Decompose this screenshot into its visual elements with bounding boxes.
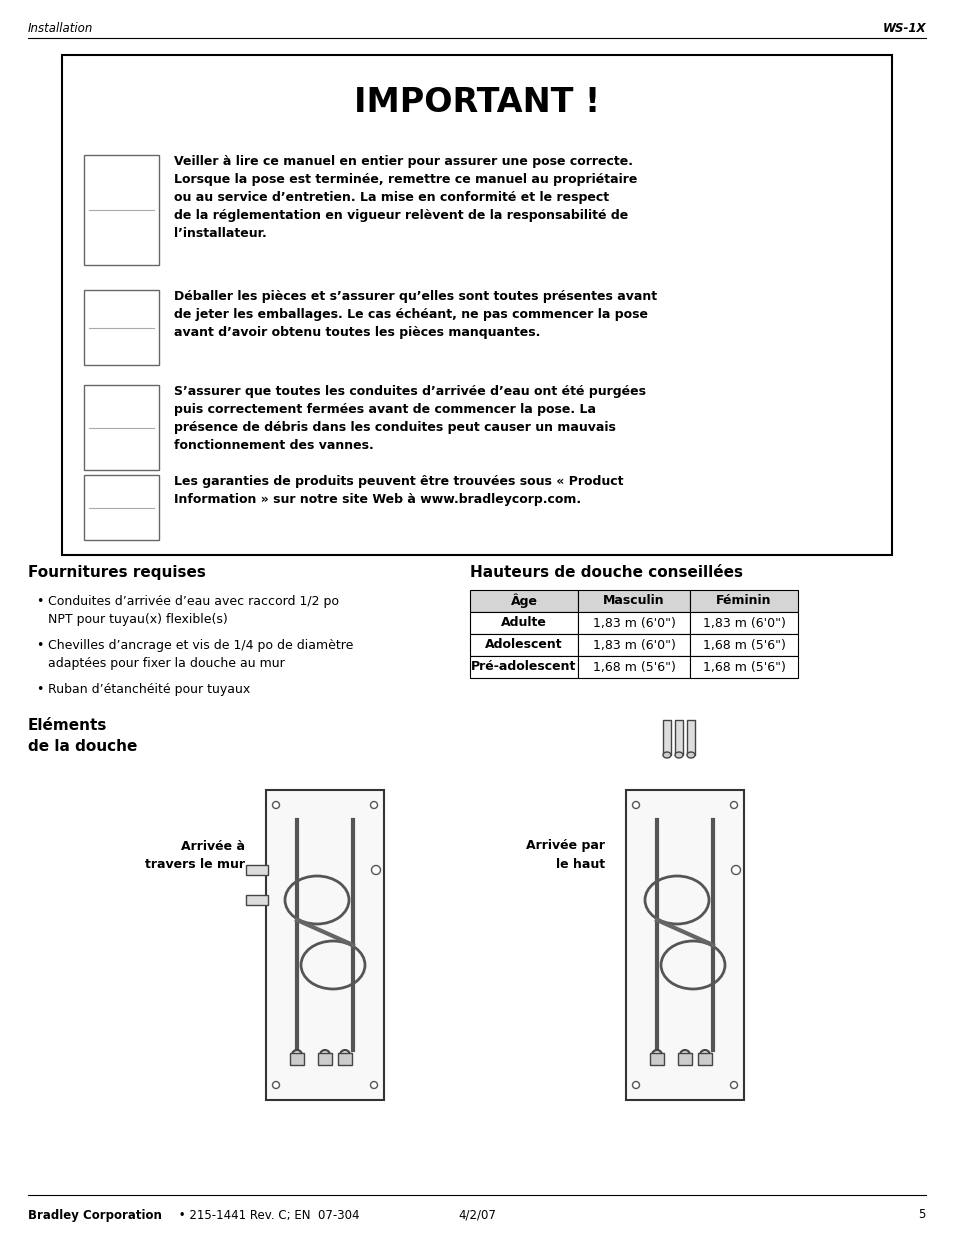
Bar [266, 790, 384, 1100]
Text: 5: 5 [918, 1209, 925, 1221]
Bar [662, 720, 670, 755]
Text: Installation: Installation [28, 21, 93, 35]
Text: 1,68 m (5'6"): 1,68 m (5'6") [701, 661, 784, 673]
Bar [649, 1053, 663, 1065]
Bar [84, 290, 159, 366]
Ellipse shape [632, 802, 639, 809]
Text: 1,83 m (6'0"): 1,83 m (6'0") [701, 616, 784, 630]
Ellipse shape [700, 1050, 709, 1060]
Ellipse shape [319, 1050, 330, 1060]
Text: S’assurer que toutes les conduites d’arrivée d’eau ont été purgées
puis correcte: S’assurer que toutes les conduites d’arr… [173, 385, 645, 452]
Ellipse shape [730, 802, 737, 809]
Text: WS-1X: WS-1X [882, 21, 925, 35]
Ellipse shape [370, 802, 377, 809]
Bar [675, 720, 682, 755]
Ellipse shape [731, 866, 740, 874]
Bar [625, 790, 743, 1100]
Bar [84, 156, 159, 266]
Bar [470, 613, 578, 634]
Text: Masculin: Masculin [602, 594, 664, 608]
Text: Adulte: Adulte [500, 616, 546, 630]
Text: 1,68 m (5'6"): 1,68 m (5'6") [701, 638, 784, 652]
Ellipse shape [632, 1082, 639, 1088]
Bar [578, 656, 689, 678]
Ellipse shape [679, 1050, 689, 1060]
Text: •: • [36, 638, 43, 652]
Text: Eléments
de la douche: Eléments de la douche [28, 718, 137, 755]
Text: Arrivée à
travers le mur: Arrivée à travers le mur [145, 840, 245, 871]
Text: • 215-1441 Rev. C; EN  07-304: • 215-1441 Rev. C; EN 07-304 [174, 1209, 359, 1221]
Text: Déballer les pièces et s’assurer qu’elles sont toutes présentes avant
de jeter l: Déballer les pièces et s’assurer qu’elle… [173, 290, 657, 338]
Bar [689, 613, 797, 634]
Bar [578, 590, 689, 613]
Ellipse shape [292, 1050, 302, 1060]
Ellipse shape [339, 1050, 350, 1060]
Text: Les garanties de produits peuvent être trouvées sous « Product
Information » sur: Les garanties de produits peuvent être t… [173, 475, 623, 506]
Bar [246, 895, 268, 905]
Text: Fournitures requises: Fournitures requises [28, 564, 206, 580]
Text: Âge: Âge [510, 594, 537, 609]
Bar [84, 475, 159, 540]
Bar [246, 864, 268, 876]
Text: 1,68 m (5'6"): 1,68 m (5'6") [592, 661, 675, 673]
Text: •: • [36, 683, 43, 697]
Ellipse shape [273, 802, 279, 809]
Bar [698, 1053, 711, 1065]
Text: Conduites d’arrivée d’eau avec raccord 1/2 po
NPT pour tuyau(x) flexible(s): Conduites d’arrivée d’eau avec raccord 1… [48, 595, 338, 626]
Bar [470, 634, 578, 656]
Ellipse shape [651, 1050, 661, 1060]
Bar [470, 590, 578, 613]
Text: 4/2/07: 4/2/07 [457, 1209, 496, 1221]
Ellipse shape [662, 752, 670, 758]
Text: Bradley Corporation: Bradley Corporation [28, 1209, 162, 1221]
Bar [337, 1053, 352, 1065]
Ellipse shape [273, 1082, 279, 1088]
Bar [689, 590, 797, 613]
Bar [62, 56, 891, 555]
Text: 1,83 m (6'0"): 1,83 m (6'0") [592, 638, 675, 652]
Text: 1,83 m (6'0"): 1,83 m (6'0") [592, 616, 675, 630]
Bar [578, 613, 689, 634]
Ellipse shape [730, 1082, 737, 1088]
Text: Adolescent: Adolescent [485, 638, 562, 652]
Text: Pré-adolescent: Pré-adolescent [471, 661, 576, 673]
Ellipse shape [675, 752, 682, 758]
Text: •: • [36, 595, 43, 608]
Text: IMPORTANT !: IMPORTANT ! [354, 86, 599, 120]
Bar [578, 634, 689, 656]
Text: Hauteurs de douche conseillées: Hauteurs de douche conseillées [470, 564, 742, 580]
Text: Ruban d’étanchéité pour tuyaux: Ruban d’étanchéité pour tuyaux [48, 683, 250, 697]
Ellipse shape [370, 1082, 377, 1088]
Bar [317, 1053, 332, 1065]
Text: Arrivée par
le haut: Arrivée par le haut [525, 840, 604, 871]
Bar [678, 1053, 691, 1065]
Bar [84, 385, 159, 471]
Text: Veiller à lire ce manuel en entier pour assurer une pose correcte.
Lorsque la po: Veiller à lire ce manuel en entier pour … [173, 156, 637, 240]
Bar [689, 634, 797, 656]
Ellipse shape [686, 752, 695, 758]
Text: Chevilles d’ancrage et vis de 1/4 po de diamètre
adaptées pour fixer la douche a: Chevilles d’ancrage et vis de 1/4 po de … [48, 638, 353, 671]
Text: Féminin: Féminin [716, 594, 771, 608]
Ellipse shape [371, 866, 380, 874]
Bar [290, 1053, 304, 1065]
Bar [470, 656, 578, 678]
Bar [686, 720, 695, 755]
Bar [689, 656, 797, 678]
